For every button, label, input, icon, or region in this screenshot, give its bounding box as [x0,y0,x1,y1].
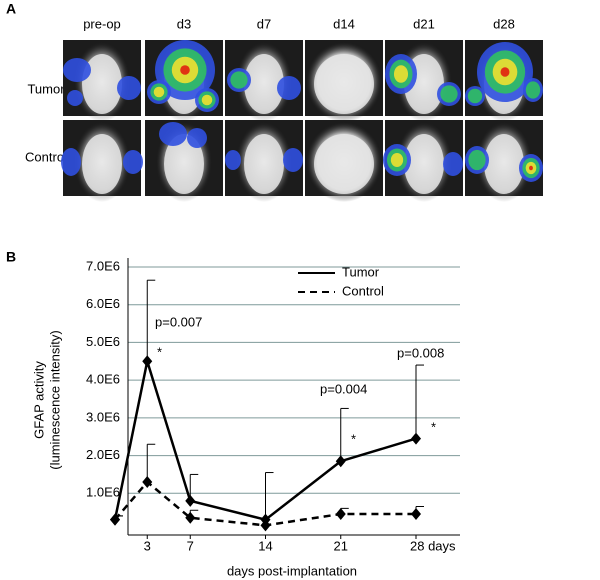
legend-label: Tumor [342,264,380,279]
series-line [113,360,417,522]
column-label: d28 [493,16,515,31]
signal [440,85,458,103]
mouse-body [82,54,122,114]
marker [110,513,120,526]
y-axis-label: (luminescence intensity) [47,330,62,469]
signal [390,152,404,168]
mouse-body [82,134,122,194]
mouse-body [244,54,284,114]
signal [225,150,241,170]
mouse-body [164,134,204,194]
y-tick-label: 1.0E6 [86,485,120,500]
signal [159,122,187,146]
signal [283,148,303,172]
panel-label: A [6,1,16,17]
row-label: Tumor [27,81,65,96]
signal [123,150,143,174]
series-line [114,480,416,527]
y-tick-label: 7.0E6 [86,258,120,273]
y-tick-label: 3.0E6 [86,409,120,424]
annotation: p=0.008 [397,345,444,360]
column-label: d21 [413,16,435,31]
column-label: pre-op [83,16,121,31]
signal [443,152,463,176]
x-axis-label: days post-implantation [227,563,357,578]
mouse-body [484,134,524,194]
signal [468,149,486,171]
signal [201,94,213,106]
signal [525,81,541,99]
marker [185,494,196,507]
column-label: d14 [333,16,355,31]
panel-label: B [6,249,16,265]
marker [142,355,153,368]
annotation: * [431,419,436,434]
marker [411,432,421,445]
column-label: d3 [177,16,191,31]
signal [180,65,190,75]
annotation: * [351,431,356,446]
mouse-body [314,54,374,114]
mouse-body [404,134,444,194]
marker [185,511,196,524]
y-tick-label: 5.0E6 [86,334,120,349]
marker [411,508,421,521]
y-tick-label: 6.0E6 [86,296,120,311]
signal [467,88,483,104]
signal [187,128,207,148]
signal [500,67,510,77]
x-tick-label: 3 [144,538,151,553]
marker [335,455,346,468]
signal [529,165,533,171]
column-label: d7 [257,16,271,31]
x-tick-label: 7 [187,538,194,553]
signal [63,58,91,82]
signal [277,76,301,100]
x-tick-label: 28 days [410,538,456,553]
y-tick-label: 2.0E6 [86,447,120,462]
annotation: * [157,344,162,359]
signal [61,148,81,176]
signal [393,65,409,83]
marker [142,475,153,488]
signal [153,86,165,98]
annotation: p=0.004 [320,381,367,396]
mouse-body [244,134,284,194]
marker [335,508,346,521]
signal [117,76,141,100]
y-axis-label: GFAP activity [31,361,46,439]
mouse-body [314,134,374,194]
signal [230,71,248,89]
x-tick-label: 21 [334,538,348,553]
x-tick-label: 14 [258,538,272,553]
marker [260,519,271,532]
y-tick-label: 4.0E6 [86,372,120,387]
legend-label: Control [342,283,384,298]
signal [67,90,83,106]
row-label: Control [25,149,67,164]
annotation: p=0.007 [155,314,202,329]
